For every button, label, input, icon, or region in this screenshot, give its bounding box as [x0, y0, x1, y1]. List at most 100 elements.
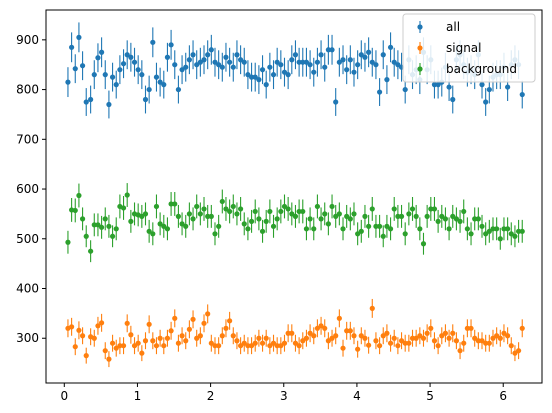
data-point [417, 333, 423, 339]
data-point [362, 213, 368, 219]
data-point [453, 338, 460, 344]
data-point [468, 231, 474, 237]
data-point [428, 206, 434, 212]
x-tick-label: 0 [60, 389, 68, 403]
legend-marker [417, 24, 423, 30]
data-point [124, 52, 130, 58]
data-point [256, 216, 262, 222]
data-point [245, 226, 251, 232]
data-point [376, 343, 383, 349]
data-point [109, 340, 116, 346]
data-point [216, 62, 222, 68]
data-point [208, 340, 214, 346]
legend-label: all [446, 20, 460, 34]
data-point [175, 340, 182, 346]
data-point [83, 233, 89, 239]
data-point [413, 335, 419, 341]
data-point [351, 333, 357, 339]
data-point [318, 52, 324, 58]
data-point [450, 213, 456, 219]
data-point [237, 57, 244, 63]
data-point [278, 62, 284, 68]
data-point [457, 348, 463, 354]
data-point [479, 338, 485, 344]
data-point [201, 320, 207, 326]
data-point [464, 325, 470, 331]
data-point [329, 47, 335, 53]
data-point [223, 54, 229, 60]
data-point [344, 213, 350, 219]
data-point [296, 208, 302, 215]
data-point [285, 206, 291, 212]
data-point [457, 218, 463, 224]
data-point [322, 211, 328, 217]
data-point [190, 52, 196, 58]
data-point [109, 233, 116, 239]
data-point [135, 340, 141, 346]
data-point [259, 340, 266, 346]
data-point [263, 218, 269, 224]
data-point [183, 64, 189, 70]
data-point [391, 59, 397, 65]
data-point [472, 335, 478, 341]
data-point [311, 226, 317, 232]
data-point [146, 86, 152, 93]
data-point [322, 325, 328, 331]
data-point [227, 208, 233, 215]
data-point [128, 218, 134, 224]
data-point [230, 64, 236, 70]
data-point [179, 221, 185, 227]
x-tick-label: 5 [426, 389, 434, 403]
data-point [186, 326, 192, 332]
data-point [475, 216, 481, 222]
data-point [256, 335, 262, 341]
y-tick-label: 900 [16, 33, 39, 47]
data-point [420, 241, 427, 247]
data-point [230, 333, 236, 339]
x-tick-label: 3 [280, 389, 288, 403]
data-point [344, 328, 350, 334]
data-point [373, 62, 379, 68]
data-point [131, 59, 138, 65]
data-point [318, 216, 324, 222]
data-point [76, 34, 82, 40]
data-point [483, 340, 489, 346]
data-point [153, 74, 160, 80]
data-point [376, 223, 383, 229]
data-point [212, 343, 218, 349]
data-point [153, 203, 160, 210]
data-point [164, 54, 171, 60]
data-point [424, 330, 430, 336]
data-point [314, 325, 321, 331]
data-point [340, 57, 346, 63]
x-tick-label: 1 [134, 389, 142, 403]
data-point [325, 221, 331, 227]
data-point [446, 226, 452, 232]
data-point [267, 343, 273, 349]
data-point [146, 228, 152, 234]
data-point [450, 96, 456, 103]
legend-marker [417, 45, 423, 51]
data-point [391, 206, 397, 212]
data-point [472, 216, 478, 222]
data-point [369, 59, 375, 65]
data-point [270, 223, 277, 229]
data-point [219, 333, 225, 339]
data-point [190, 316, 196, 322]
legend-label: signal [446, 41, 482, 55]
y-tick-label: 600 [16, 182, 39, 196]
data-point [212, 231, 218, 237]
data-point [139, 72, 145, 78]
data-point [362, 54, 368, 60]
data-point [439, 213, 445, 219]
data-point [117, 343, 123, 349]
data-point [420, 335, 427, 341]
y-tick-label: 500 [16, 232, 39, 246]
data-point [241, 59, 247, 65]
data-point [318, 323, 324, 329]
data-point [79, 216, 86, 222]
data-point [366, 49, 372, 55]
plot-frame [45, 9, 543, 384]
data-point [505, 333, 511, 339]
data-point [142, 96, 149, 103]
